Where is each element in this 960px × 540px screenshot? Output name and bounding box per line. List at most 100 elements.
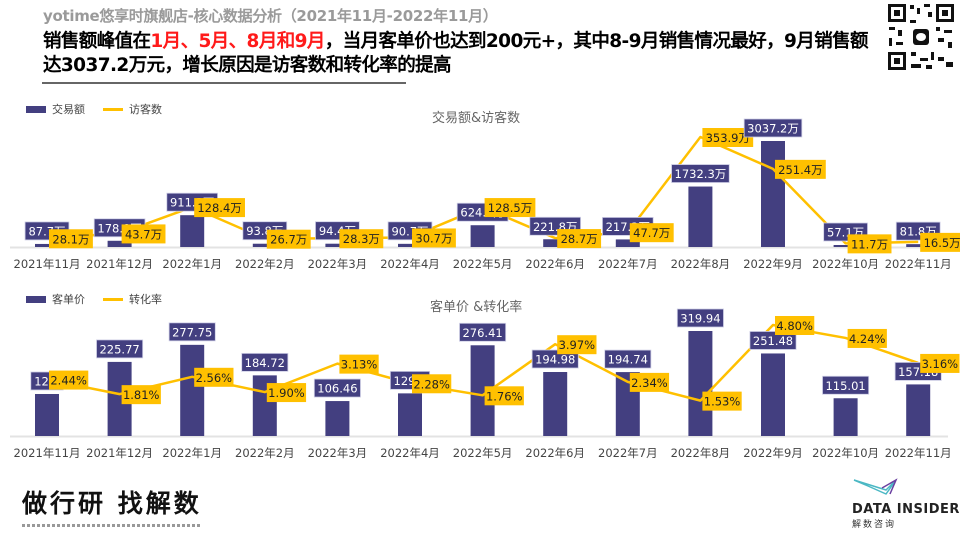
line-value-label: 2.56% [196,371,233,385]
line-value-label-box [775,316,815,335]
x-tick-label: 2022年1月 [162,257,222,271]
bar-value-label-box [241,352,289,372]
line-value-label-box [557,335,597,355]
line-value-label-box [629,223,674,243]
legend-bar-swatch [26,295,46,303]
x-tick-label: 2021年11月 [14,257,81,271]
bar [470,225,495,247]
chart1-legend: 交易额 访客数 [26,101,162,117]
bar [833,245,858,247]
bar [833,398,858,436]
logo-right: DATA INSIDER 解数咨询 [852,478,960,530]
bar [688,186,713,247]
bar-value-label: 194.74 [608,353,648,367]
line-value-label: 4.24% [849,332,886,346]
bar [543,372,568,436]
line-value-label-box [266,229,311,249]
x-tick-label: 2022年3月 [308,446,368,460]
line-value-label: 26.7万 [270,233,307,247]
x-tick-label: 2022年4月 [380,446,440,460]
bar-value-label-box [313,378,361,398]
x-tick-label: 2022年9月 [743,257,803,271]
headline-part: ，当月客单价也达到200元+，其中8-9月销售情况最好，9月销售额达3037.2… [43,31,869,76]
line-value-label: 2.44% [50,374,87,388]
x-tick-label: 2022年6月 [525,446,585,460]
line-value-label: 30.7万 [415,231,452,245]
data-insider-logo-icon [853,478,898,495]
line-value-label-box [702,128,754,147]
chart2-title: 客单价 &转化率 [430,300,523,315]
line-value-label-box [629,372,670,392]
bar-value-label-box [743,118,803,138]
x-tick-label: 2022年8月 [671,257,731,271]
bar [325,243,350,247]
line-value-label-box [702,391,742,411]
x-tick-label: 2022年5月 [453,257,513,271]
headline: 销售额峰值在1月、5月、8月和9月，当月客单价也达到200元+，其中8-9月销售… [43,30,883,78]
bar-value-label: 1732.3万 [675,167,727,181]
bar-value-label: 225.77 [99,342,139,356]
x-tick-label: 2021年12月 [86,257,153,271]
bar-value-label: 319.94 [680,312,720,326]
bar [906,244,931,247]
bar-value-label-box [604,349,652,369]
bar-value-label-box [168,322,216,342]
x-tick-label: 2022年11月 [885,257,952,271]
line-value-label-box [194,367,234,387]
line-value-label-box [484,386,524,406]
line-value-label: 251.4万 [778,163,822,177]
x-tick-label: 2022年9月 [743,446,803,460]
bar [761,353,785,436]
line-value-label: 1.76% [486,389,523,403]
x-tick-label: 2022年6月 [525,257,585,271]
x-tick-label: 2022年2月 [235,446,295,460]
line-value-label-box [847,234,892,254]
line-value-label: 43.7万 [125,227,162,241]
line-value-label: 128.5万 [488,201,532,215]
x-tick-label: 2022年4月 [380,257,440,271]
bar-value-label-box [749,331,797,350]
x-tick-label: 2022年7月 [598,257,658,271]
line-value-label-box [775,159,826,179]
legend-label: 转化率 [129,293,162,306]
headline-part: 销售额峰值在 [43,31,151,52]
line-value-label-box [484,198,536,218]
x-tick-label: 2022年7月 [598,446,658,460]
line-value-label-box [412,228,456,248]
bar [35,393,59,436]
x-tick-label: 2022年10月 [812,257,879,271]
bar [761,141,785,247]
bar-value-label: 277.75 [172,325,212,339]
logo-right-subtext: 解数咨询 [852,520,897,530]
bar [688,331,713,436]
x-tick-label: 2021年12月 [86,446,153,460]
line-value-label: 11.7万 [851,237,888,251]
bar-value-label-box [96,339,144,359]
line-value-label: 47.7万 [633,226,670,240]
line-value-label: 28.3万 [343,232,380,246]
bar-value-label: 251.48 [753,334,793,348]
x-tick-label: 2022年2月 [235,257,295,271]
x-tick-label: 2021年11月 [14,446,81,460]
bar-value-label: 3037.2万 [747,122,799,136]
line-value-label: 2.28% [413,377,450,391]
bar-value-label-box [676,308,724,328]
logo-right-text: DATA INSIDER [852,502,960,517]
bar-value-label-box [459,322,507,342]
bar [180,344,205,436]
divider [42,82,406,84]
line-value-label-box [339,229,384,249]
bar [615,239,640,247]
line-value-label-box [412,374,452,394]
bar [398,243,422,247]
legend-line-swatch [103,297,123,301]
data-labels: 87.7万28.1万178.0万43.7万911.3万128.4万93.8万26… [24,118,960,254]
line-value-label: 1.53% [704,395,741,409]
line-value-label: 28.7万 [561,232,598,246]
legend-label: 交易额 [52,103,85,116]
legend-label: 客单价 [52,293,85,306]
legend-line-swatch [103,107,123,111]
bar-value-label-box [822,375,870,395]
x-tick-label: 2022年1月 [162,446,222,460]
line-value-label-box [49,370,89,390]
